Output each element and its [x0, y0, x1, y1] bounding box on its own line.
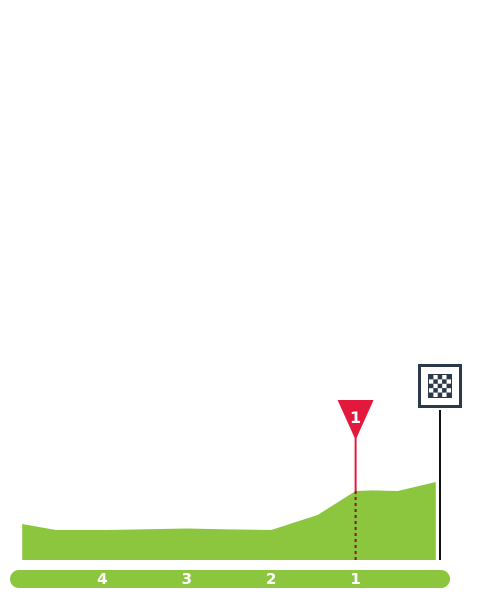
- distance-bar: [10, 570, 450, 588]
- checkered-flag-icon: [418, 364, 462, 408]
- km-marker-layer: 1: [337, 400, 374, 560]
- distance-bar-layer: 4 3 2 1: [10, 570, 450, 588]
- red-triangle-marker-icon: [337, 400, 374, 440]
- km-marker: 1: [337, 400, 374, 560]
- km-tick-label: 4: [97, 570, 107, 588]
- finish-layer: [418, 364, 462, 560]
- km-tick-label: 2: [266, 570, 276, 588]
- km-tick-label: 1: [350, 570, 360, 588]
- km-tick-label: 3: [182, 570, 192, 588]
- marker-label: 1: [350, 408, 361, 427]
- terrain-layer: [22, 482, 436, 560]
- elevation-area: [22, 482, 436, 560]
